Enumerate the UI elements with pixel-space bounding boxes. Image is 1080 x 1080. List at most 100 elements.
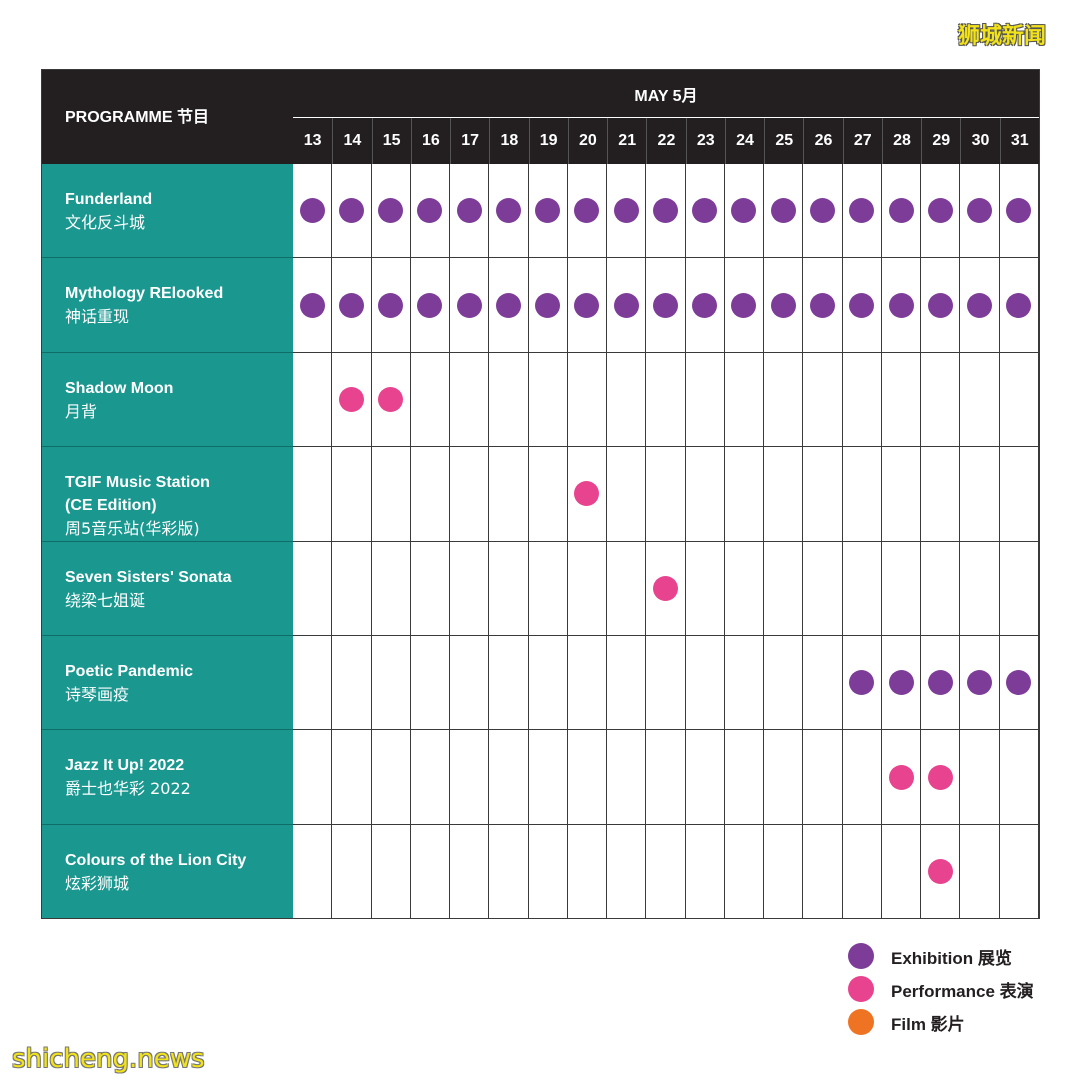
schedule-cell [842,541,882,636]
schedule-cell [724,541,765,636]
exhibition-dot [849,292,875,318]
schedule-cell [528,541,568,636]
programme-header-label: PROGRAMME 节目 [65,108,210,126]
schedule-cell [764,258,804,353]
schedule-cell [371,730,411,825]
schedule-cell [332,636,372,731]
schedule-cell [646,824,686,920]
schedule-cell [842,352,882,448]
exhibition-dot [692,292,718,318]
programme-name-en: Mythology RElooked [65,285,224,303]
schedule-cell [332,164,372,259]
programme-name-zh: 炫彩狮城 [65,873,130,893]
programme-name-en: Funderland [65,191,153,208]
exhibition-dot [613,292,639,318]
programme-name-en: Jazz It Up! 2022 [65,757,185,775]
schedule-cell [921,352,961,448]
exhibition-dot [849,198,875,224]
schedule-cell [450,164,490,259]
exhibition-dot [888,670,914,696]
programme-row-label: Mythology RElooked 神话重现 [41,258,293,353]
exhibition-dot [574,198,600,224]
schedule-cell [450,258,490,353]
schedule-cell [685,352,725,448]
schedule-cell [724,730,765,825]
day-header-16: 16 [410,118,451,164]
schedule-cell [764,447,804,542]
schedule-cell [528,164,568,259]
schedule-cell [567,258,608,353]
day-header-21: 21 [607,118,647,164]
programme-name-zh: 诗琴画疫 [65,685,130,704]
exhibition-dot [888,198,914,224]
schedule-cell [528,824,568,920]
schedule-cell [803,636,843,731]
schedule-cell [881,636,922,731]
exhibition-dot [927,670,953,696]
schedule-cell [607,352,647,448]
legend-label: Performance 表演 [891,981,1034,1001]
schedule-cell [528,636,568,731]
schedule-cell [921,541,961,636]
day-header-19: 19 [528,118,568,164]
day-header-20: 20 [567,118,608,164]
schedule-cell [567,730,608,825]
exhibition-dot [652,198,678,224]
day-header-29: 29 [921,118,961,164]
exhibition-dot [770,198,796,224]
schedule-cell [371,447,411,542]
schedule-cell [607,447,647,542]
schedule-cell [842,824,882,920]
exhibition-dot [810,292,835,318]
exhibition-dot [613,198,639,224]
schedule-cell [842,258,882,353]
performance-dot [378,386,404,412]
schedule-cell [881,447,922,542]
schedule-cell [921,824,961,920]
schedule-cell [764,730,804,825]
day-header-18: 18 [489,118,529,164]
schedule-cell [450,730,490,825]
exhibition-dot [417,198,443,224]
schedule-cell [803,352,843,448]
day-header-28: 28 [881,118,922,164]
exhibition-dot [338,292,364,318]
schedule-cell [685,824,725,920]
schedule-cell [450,352,490,448]
schedule-cell [410,636,451,731]
programme-row-label: Shadow Moon 月背 [41,352,293,448]
day-header-31: 31 [999,118,1039,164]
exhibition-dot [299,198,325,224]
schedule-cell [803,730,843,825]
schedule-cell [724,352,765,448]
schedule-cell [607,824,647,920]
exhibition-dot [299,292,325,318]
exhibition-dot [495,292,521,318]
schedule-cell [921,447,961,542]
schedule-cell [332,824,372,920]
performance-dot [574,481,600,507]
performance-swatch-icon [848,976,874,1002]
programme-name-en: Poetic Pandemic [65,663,194,680]
exhibition-dot [927,198,953,224]
performance-dot [927,858,953,884]
schedule-cell [607,636,647,731]
exhibition-dot [967,292,993,318]
schedule-cell [489,447,529,542]
schedule-cell [607,730,647,825]
month-header-label: MAY 5月 [634,88,698,105]
schedule-cell [960,258,1000,353]
schedule-cell [960,636,1000,731]
schedule-cell [410,258,451,353]
exhibition-dot [574,292,600,318]
exhibition-dot [967,198,993,224]
programme-row-label: Funderland 文化反斗城 [41,164,293,259]
schedule-cell [842,164,882,259]
exhibition-dot [927,292,953,318]
schedule-cell [803,447,843,542]
exhibition-dot [456,198,482,224]
schedule-cell [960,164,1000,259]
schedule-cell [332,447,372,542]
schedule-cell [607,541,647,636]
schedule-cell [332,541,372,636]
